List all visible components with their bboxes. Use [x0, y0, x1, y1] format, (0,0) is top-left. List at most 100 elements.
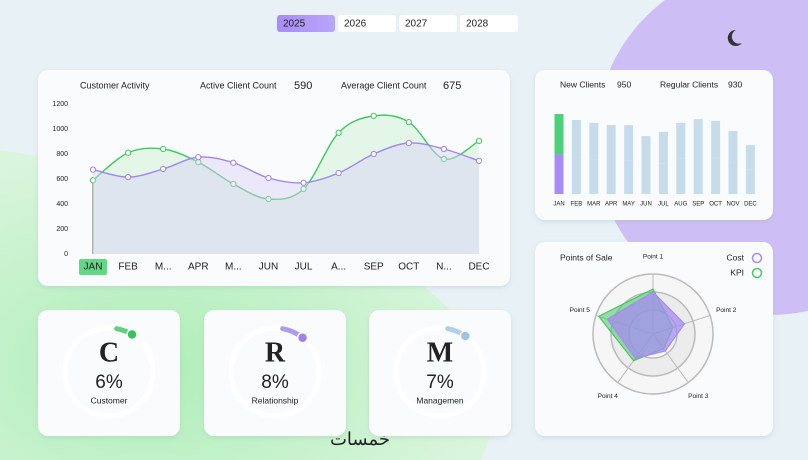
series-point	[300, 179, 307, 186]
series-point	[160, 165, 167, 173]
x-tick-label[interactable]: M...	[225, 262, 242, 273]
year-tab[interactable]	[399, 15, 457, 32]
series-selected-value: 930	[728, 79, 742, 89]
year-tab-label: 2026	[344, 19, 367, 30]
gauge-dot	[296, 331, 309, 344]
y-tick-label: 0	[64, 251, 68, 258]
legend-marker	[751, 267, 763, 279]
x-tick-label[interactable]: JAN	[84, 262, 103, 273]
selected-category[interactable]	[79, 259, 107, 275]
series-point	[124, 149, 132, 156]
series-point	[370, 150, 377, 158]
year-tab[interactable]	[277, 15, 335, 32]
x-tick-label[interactable]: FEB	[118, 262, 138, 273]
x-tick-label[interactable]: DEC	[468, 262, 489, 273]
moon-icon[interactable]	[727, 29, 742, 46]
legend-label: Cost	[727, 252, 745, 262]
y-tick-label: 1200	[52, 101, 68, 108]
year-tab-label: 2028	[466, 19, 489, 30]
x-tick-label[interactable]: M...	[155, 262, 172, 273]
gauge-track	[393, 325, 487, 419]
bar[interactable]	[711, 157, 721, 194]
legend-label: KPI	[730, 267, 744, 277]
series-name: Average Client Count	[341, 80, 427, 90]
bar[interactable]	[658, 163, 668, 194]
gauge-track	[228, 325, 322, 419]
bar[interactable]	[693, 156, 703, 194]
bar[interactable]	[641, 165, 651, 194]
bar[interactable]	[745, 145, 755, 170]
bar[interactable]	[571, 119, 581, 158]
bar[interactable]	[589, 159, 599, 194]
bar[interactable]	[624, 160, 634, 194]
kpi-letter: C	[99, 337, 119, 368]
bar[interactable]	[728, 162, 738, 194]
x-tick-label: JUL	[658, 202, 669, 208]
year-tab[interactable]	[460, 15, 518, 32]
x-tick-label[interactable]: A...	[331, 262, 346, 273]
kpi-card	[38, 310, 180, 436]
gauge-dot	[459, 330, 472, 342]
x-tick-label: JUN	[640, 202, 652, 208]
bar[interactable]	[606, 125, 616, 160]
bar[interactable]	[693, 119, 703, 157]
series-point	[475, 137, 483, 144]
series-selected-value: 590	[294, 80, 312, 92]
bar[interactable]	[606, 159, 616, 194]
kpi-label: Customer	[91, 395, 128, 405]
year-tab-label: 2027	[405, 19, 428, 30]
series-name: New Clients	[560, 79, 605, 89]
x-tick-label[interactable]: APR	[188, 262, 209, 273]
bar[interactable]	[658, 131, 668, 164]
series-point	[230, 180, 237, 188]
y-tick-label: 800	[56, 151, 68, 158]
y-tick-label: 1000	[52, 126, 68, 133]
series-selected-value: 675	[443, 80, 461, 92]
series-point	[475, 157, 483, 164]
x-tick-label: AUG	[674, 202, 687, 208]
series-area	[93, 142, 479, 254]
x-tick-label[interactable]: JUN	[259, 262, 278, 273]
year-tab[interactable]	[338, 15, 396, 32]
x-tick-label: MAY	[622, 202, 635, 208]
series-point	[89, 177, 97, 184]
kpi-value: 6%	[95, 372, 123, 393]
x-tick-label: SEP	[692, 202, 704, 208]
gauge-dot	[126, 328, 138, 341]
y-tick-label: 200	[56, 226, 68, 233]
kpi-card	[369, 310, 511, 436]
bar[interactable]	[711, 120, 721, 158]
bar[interactable]	[554, 114, 564, 155]
series-point	[124, 174, 132, 181]
series-point	[405, 119, 412, 126]
y-tick-label: 400	[56, 201, 68, 208]
x-tick-label: JAN	[553, 202, 564, 208]
bar[interactable]	[624, 125, 634, 161]
series-name: Regular Clients	[660, 79, 718, 89]
x-tick-label[interactable]: OCT	[398, 262, 419, 273]
x-tick-label: APR	[605, 202, 618, 208]
bar[interactable]	[676, 122, 686, 159]
chart-title: Customer Activity	[80, 80, 150, 90]
kpi-card	[204, 310, 346, 436]
bar[interactable]	[745, 169, 755, 194]
kpi-value: 8%	[261, 372, 289, 393]
bar[interactable]	[589, 122, 599, 160]
x-tick-label[interactable]: JUL	[295, 262, 313, 273]
y-tick-label: 600	[56, 176, 68, 183]
legend-marker	[751, 252, 763, 264]
bar[interactable]	[554, 154, 564, 194]
bar[interactable]	[641, 136, 651, 166]
x-tick-label[interactable]: SEP	[364, 262, 384, 273]
series-name: Active Client Count	[200, 80, 277, 90]
x-tick-label[interactable]: N...	[436, 262, 452, 273]
bar[interactable]	[571, 157, 581, 194]
series-point	[265, 174, 272, 182]
bar[interactable]	[728, 131, 738, 163]
x-tick-label: OCT	[709, 202, 722, 208]
series-point	[230, 159, 237, 166]
bar[interactable]	[676, 158, 686, 194]
x-tick-label: MAR	[587, 202, 601, 208]
